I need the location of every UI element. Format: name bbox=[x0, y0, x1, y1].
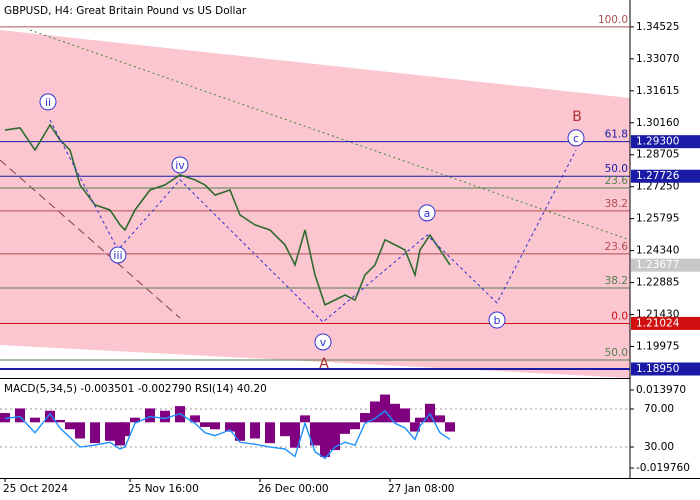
indicator-title: MACD(5,34,5) -0.003501 -0.002790 RSI(14)… bbox=[4, 383, 267, 395]
macd-bar bbox=[350, 422, 360, 430]
macd-bar bbox=[235, 422, 245, 441]
level-label: 50.0 bbox=[605, 347, 628, 359]
macd-bar bbox=[280, 422, 290, 437]
macd-bar bbox=[320, 422, 330, 457]
macd-bar bbox=[65, 422, 75, 430]
macd-bar bbox=[310, 422, 320, 446]
macd-bar bbox=[30, 417, 40, 423]
macd-bar bbox=[360, 413, 370, 423]
wave-label: b bbox=[494, 314, 501, 327]
wave-marker bbox=[39, 93, 57, 111]
macd-bar bbox=[145, 408, 155, 423]
wave-marker bbox=[171, 156, 189, 174]
macd-bar bbox=[435, 415, 445, 423]
macd-bar bbox=[75, 422, 85, 439]
macd-bar bbox=[290, 422, 300, 448]
price-marker-label: 1.27726 bbox=[636, 170, 680, 182]
macd-bar bbox=[0, 413, 10, 423]
macd-bar bbox=[445, 422, 455, 432]
macd-bar bbox=[190, 415, 200, 423]
y-tick-label: 1.22885 bbox=[636, 277, 679, 289]
level-label: 61.8 bbox=[605, 129, 628, 141]
y-tick-label: 1.31615 bbox=[636, 85, 679, 97]
x-tick-label: 26 Dec 00:00 bbox=[258, 483, 329, 495]
macd-bar bbox=[300, 415, 310, 423]
wave-label: iv bbox=[175, 159, 185, 172]
level-label: 23.6 bbox=[605, 175, 629, 187]
macd-bar bbox=[400, 408, 410, 423]
y-tick-label: 1.19975 bbox=[636, 340, 679, 352]
trend-line bbox=[0, 159, 181, 319]
y-tick-label: 70.00 bbox=[644, 403, 674, 415]
macd-bar bbox=[55, 419, 65, 423]
level-label: 23.6 bbox=[605, 241, 629, 253]
price-marker-label: 1.21024 bbox=[636, 317, 680, 329]
macd-bar bbox=[200, 422, 210, 427]
y-tick-label: -0.019760 bbox=[636, 462, 690, 474]
macd-bar bbox=[330, 422, 340, 451]
y-tick-label: 1.25795 bbox=[636, 213, 679, 225]
wave-marker bbox=[488, 311, 506, 329]
wave-label: c bbox=[573, 132, 579, 145]
y-tick-label: 1.33070 bbox=[636, 53, 679, 65]
y-tick-label: 1.30160 bbox=[636, 117, 679, 129]
macd-bar bbox=[250, 422, 260, 439]
wave-marker bbox=[567, 129, 585, 147]
level-label: 38.2 bbox=[605, 198, 628, 210]
y-tick-label: 1.34525 bbox=[636, 21, 679, 33]
wave-marker bbox=[418, 204, 436, 222]
macd-bar bbox=[415, 417, 425, 423]
x-tick-label: 27 Jan 08:00 bbox=[388, 483, 454, 495]
y-tick-label: 30.00 bbox=[644, 441, 674, 453]
price-line bbox=[4, 123, 451, 306]
level-label: 0.0 bbox=[611, 310, 628, 322]
price-marker bbox=[631, 169, 700, 183]
price-marker bbox=[631, 316, 700, 330]
wave-marker bbox=[109, 246, 127, 264]
macd-bar bbox=[210, 422, 220, 430]
wave-label: B bbox=[572, 109, 582, 125]
level-label: 50.0 bbox=[605, 163, 628, 175]
macd-bar bbox=[90, 422, 100, 444]
macd-bar bbox=[410, 422, 420, 432]
price-marker-label: 1.23677 bbox=[636, 259, 679, 271]
wave-label: ii bbox=[45, 96, 51, 109]
wave-marker bbox=[314, 333, 332, 351]
price-marker bbox=[631, 135, 700, 149]
wave-label: v bbox=[320, 336, 327, 349]
macd-bar bbox=[105, 422, 115, 441]
macd-bar bbox=[370, 401, 380, 423]
rsi-line bbox=[4, 409, 451, 460]
price-marker bbox=[631, 258, 700, 272]
macd-bar bbox=[340, 422, 350, 434]
macd-bar bbox=[130, 417, 140, 423]
wave-label: a bbox=[424, 207, 431, 220]
y-tick-label: 1.27250 bbox=[636, 181, 679, 193]
macd-bar bbox=[390, 403, 400, 423]
x-tick-label: 25 Nov 16:00 bbox=[128, 483, 199, 495]
y-tick-label: 1.24340 bbox=[636, 245, 679, 257]
wave-label: iii bbox=[113, 249, 122, 262]
trend-channel bbox=[0, 30, 630, 378]
macd-bar bbox=[380, 394, 390, 423]
wave-label: A bbox=[319, 356, 329, 372]
price-marker-label: 1.18950 bbox=[636, 363, 679, 375]
macd-bar bbox=[45, 410, 55, 423]
y-tick-label: 0.013970 bbox=[636, 384, 686, 396]
macd-bar bbox=[15, 408, 25, 423]
y-tick-label: 1.28705 bbox=[636, 149, 679, 161]
chart-title: GBPUSD, H4: Great Britain Pound vs US Do… bbox=[4, 5, 247, 17]
level-label: 100.0 bbox=[598, 14, 628, 26]
price-marker bbox=[631, 362, 700, 376]
level-label: 38.2 bbox=[605, 275, 628, 287]
macd-bar bbox=[265, 422, 275, 444]
trend-line bbox=[29, 29, 631, 241]
macd-bar bbox=[120, 422, 130, 437]
macd-bar bbox=[225, 422, 235, 432]
x-tick-label: 25 Oct 2024 bbox=[3, 483, 68, 495]
macd-bar bbox=[160, 410, 170, 423]
price-marker-label: 1.29300 bbox=[636, 136, 679, 148]
